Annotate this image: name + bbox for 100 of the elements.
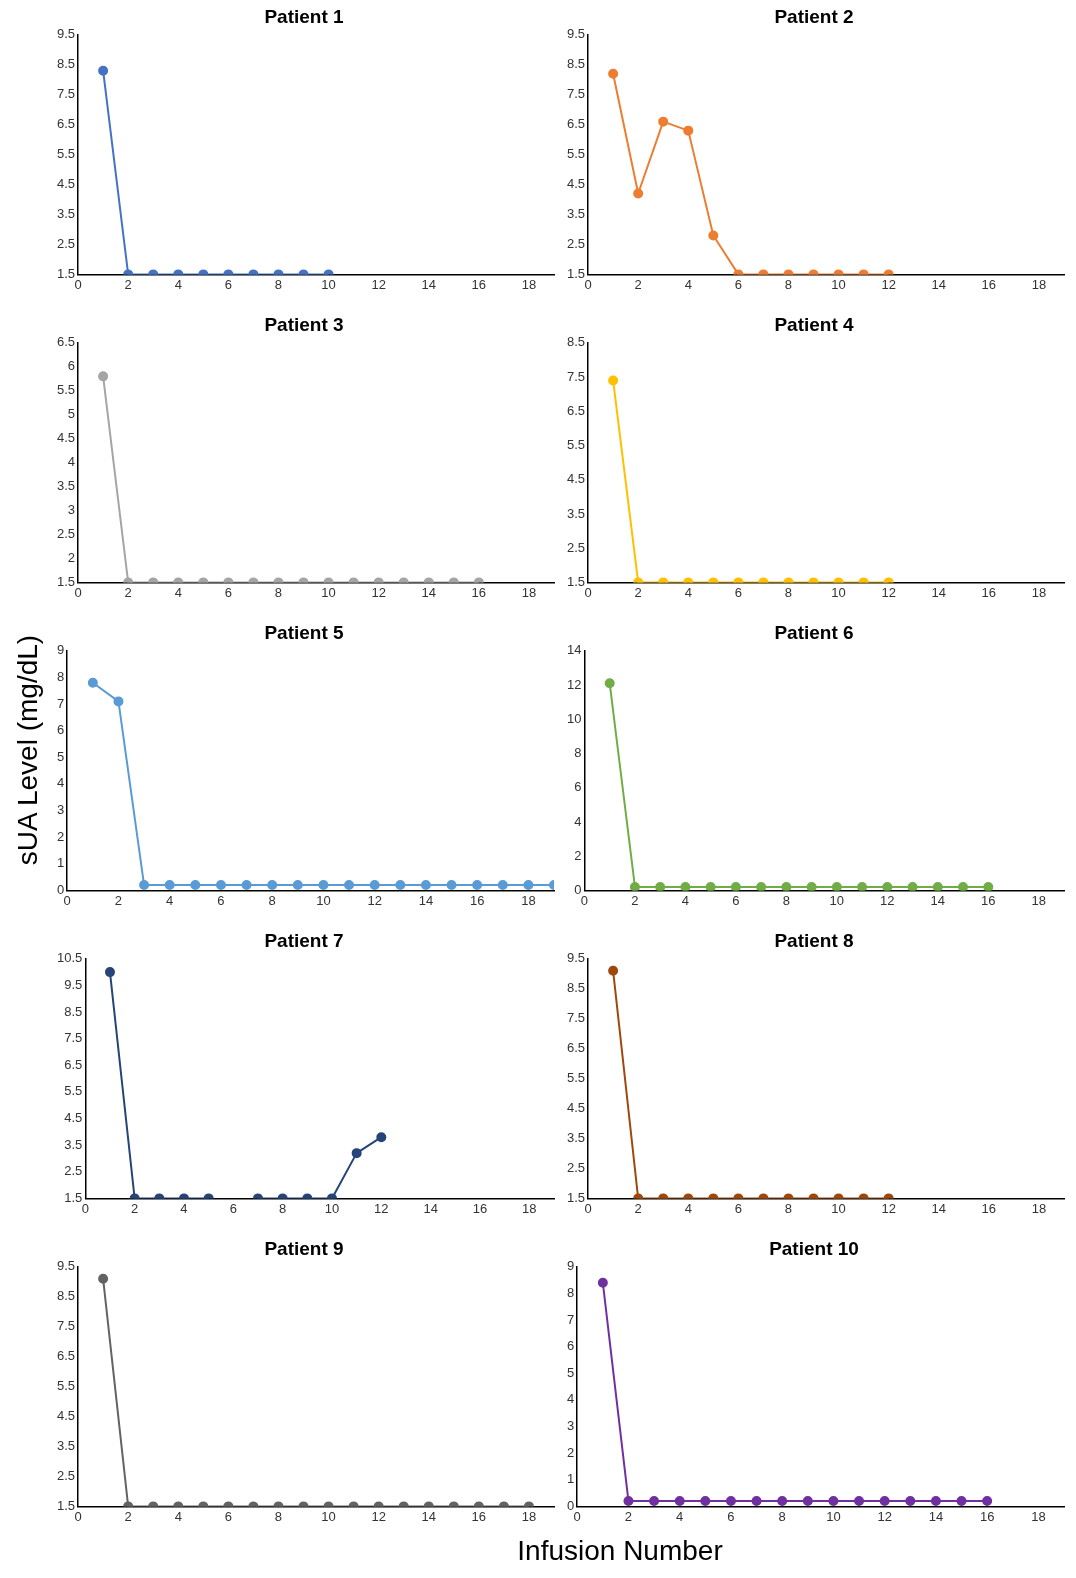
point: [351, 1148, 362, 1159]
y-tick-label: 10: [566, 710, 582, 726]
y-tick-label: 2: [57, 828, 65, 844]
x-tick-label: 16: [981, 1200, 997, 1216]
x-tick-label: 2: [124, 276, 132, 292]
y-tick-label: 1.5: [64, 1189, 83, 1205]
y-tick-label: 2: [567, 1444, 575, 1460]
y-tick-label: 5.5: [566, 146, 586, 162]
y-tick-label: 6: [574, 779, 582, 795]
x-tick-label: 10: [829, 892, 845, 908]
point: [344, 880, 355, 891]
point: [523, 880, 534, 891]
chart-title: Patient 4: [774, 313, 855, 335]
y-tick-label: 7.5: [56, 1318, 76, 1334]
x-tick-label: 14: [418, 892, 434, 908]
x-tick-label: 2: [634, 584, 642, 600]
x-tick-label: 14: [423, 1200, 438, 1216]
x-tick-label: 12: [877, 1508, 892, 1524]
x-tick-label: 14: [931, 584, 946, 600]
y-tick-label: 9.5: [566, 950, 586, 966]
y-tick-label: 6: [57, 722, 65, 738]
point: [633, 188, 644, 199]
x-tick-label: 16: [981, 276, 997, 292]
x-tick-label: 10: [831, 276, 846, 292]
x-tick-label: 12: [367, 892, 382, 908]
x-tick-label: 12: [374, 1200, 389, 1216]
point: [395, 880, 406, 891]
y-tick-label: 0: [567, 1497, 575, 1513]
y-tick-label: 14: [566, 642, 582, 658]
y-tick-label: 3.5: [566, 206, 586, 222]
x-tick-label: 4: [684, 584, 692, 600]
x-tick-label: 8: [274, 1508, 283, 1524]
y-tick-label: 1.5: [56, 1497, 76, 1513]
y-tick-label: 9.5: [56, 26, 76, 42]
point: [139, 880, 150, 891]
point: [420, 880, 431, 891]
y-tick-label: 6: [67, 358, 76, 374]
y-tick-label: 8: [574, 745, 582, 761]
y-tick-label: 3.5: [56, 206, 76, 222]
x-tick-label: 18: [1031, 1508, 1046, 1524]
x-tick-label: 2: [124, 1508, 132, 1524]
y-tick-label: 2.5: [64, 1163, 83, 1179]
y-tick-label: 2.5: [566, 539, 586, 555]
x-tick-label: 18: [1031, 584, 1047, 600]
x-tick-label: 6: [734, 584, 742, 600]
x-tick-label: 4: [174, 1508, 182, 1524]
y-tick-label: 6.5: [56, 1348, 76, 1364]
x-tick-label: 10: [316, 892, 331, 908]
x-tick-label: 6: [229, 1200, 237, 1216]
x-tick-label: 14: [931, 276, 946, 292]
y-tick-label: 8: [567, 1285, 575, 1300]
y-tick-label: 9.5: [566, 26, 586, 42]
chart-title: Patient 10: [769, 1237, 859, 1259]
x-tick-label: 12: [371, 276, 386, 292]
y-tick-label: 5.5: [566, 1070, 586, 1086]
x-tick-label: 18: [521, 276, 537, 292]
y-tick-label: 9.5: [56, 1258, 76, 1274]
y-tick-label: 3.5: [566, 505, 586, 521]
x-tick-label: 14: [421, 584, 436, 600]
y-tick-label: 2: [67, 550, 76, 566]
y-tick-label: 4: [574, 813, 582, 829]
y-tick-label: 3: [57, 802, 65, 818]
y-tick-label: 5.5: [64, 1083, 83, 1099]
x-tick-label: 10: [321, 276, 336, 292]
y-tick-label: 2: [574, 847, 582, 863]
x-tick-label: 6: [217, 892, 225, 908]
x-tick-label: 12: [881, 1200, 896, 1216]
y-tick-label: 6.5: [566, 1040, 586, 1056]
x-tick-label: 6: [734, 1200, 742, 1216]
y-tick-label: 7: [57, 695, 65, 711]
x-tick-label: 8: [784, 276, 793, 292]
y-tick-label: 5.5: [56, 1378, 76, 1394]
x-axis-title: Infusion Number: [517, 1535, 723, 1567]
x-tick-label: 16: [981, 584, 997, 600]
y-tick-label: 5.5: [56, 382, 76, 398]
y-tick-label: 8: [57, 669, 65, 684]
point: [87, 677, 98, 688]
x-tick-label: 10: [321, 584, 336, 600]
y-tick-label: 6.5: [56, 334, 76, 350]
chart-title: Patient 2: [774, 5, 854, 27]
y-tick-label: 2.5: [56, 1468, 76, 1484]
point: [164, 880, 175, 891]
x-tick-label: 2: [634, 276, 642, 292]
x-tick-label: 10: [831, 1200, 846, 1216]
y-tick-label: 5: [57, 748, 65, 764]
y-tick-label: 3.5: [56, 1438, 76, 1454]
y-tick-label: 1.5: [56, 265, 76, 281]
y-tick-label: 5.5: [566, 437, 586, 453]
y-tick-label: 8.5: [56, 56, 76, 72]
point: [472, 880, 483, 891]
y-tick-label: 6.5: [56, 116, 76, 132]
x-tick-label: 8: [784, 1200, 793, 1216]
y-tick-label: 6.5: [566, 116, 586, 132]
y-tick-label: 7.5: [56, 86, 76, 102]
x-tick-label: 2: [114, 892, 123, 908]
y-tick-label: 4.5: [56, 430, 76, 446]
x-tick-label: 14: [421, 1508, 436, 1524]
x-tick-label: 16: [471, 276, 487, 292]
y-tick-label: 1: [57, 855, 65, 871]
y-tick-label: 10.5: [56, 950, 83, 966]
